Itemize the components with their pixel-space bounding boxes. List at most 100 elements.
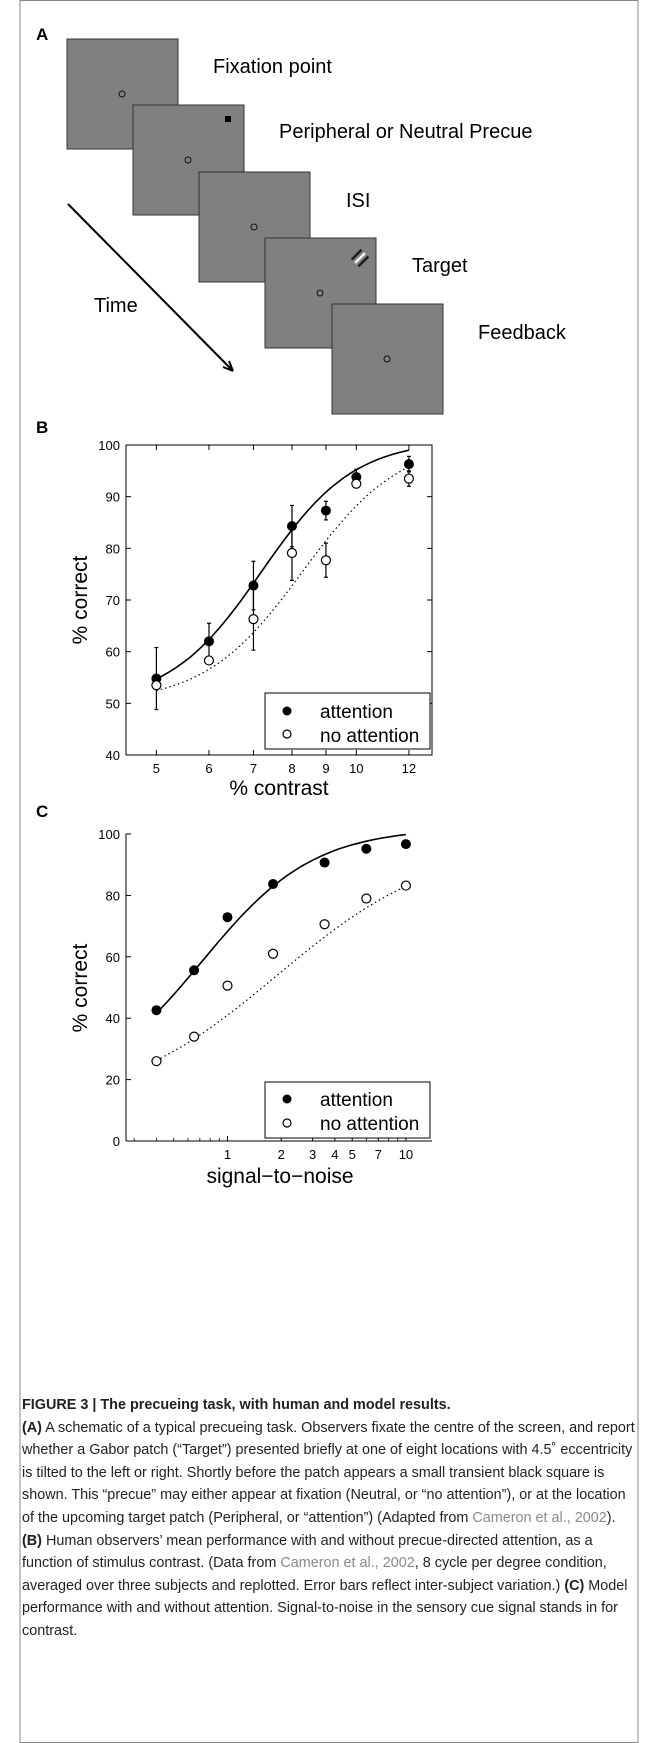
data-point-attention xyxy=(361,843,372,854)
figure-caption: FIGURE 3 | The precueing task, with huma… xyxy=(22,1394,637,1643)
caption-text-a-end: ). xyxy=(606,1509,616,1526)
x-tick-label: 3 xyxy=(309,1147,316,1162)
fixation-dot xyxy=(250,223,258,231)
caption-text-b-end: , 8 cycle per degree condition, averaged… xyxy=(22,1555,607,1594)
data-point-no-attention xyxy=(267,948,279,959)
x-tick-label: 7 xyxy=(250,761,257,776)
legend-label-no-attention: no attention xyxy=(320,726,419,747)
chart-b-xlabel: % contrast xyxy=(229,777,328,800)
data-point-attention xyxy=(203,636,214,647)
caption-text-b: Human observers’ mean performance with a… xyxy=(22,1532,593,1572)
data-point-attention xyxy=(320,505,331,516)
legend-label-attention: attention xyxy=(320,1090,393,1111)
data-point-no-attention xyxy=(361,893,372,904)
panel-c: C 0 20 40 60 80 100 1 2 3 4 5 7 10 % correct signal… xyxy=(36,802,432,1188)
data-point-no-attention xyxy=(400,880,412,891)
caption-reference-link[interactable]: Cameron et al., 2002 xyxy=(472,1509,607,1526)
data-point-no-attention xyxy=(222,980,233,991)
stage-label-target: Target xyxy=(412,255,468,277)
panel-a: A xyxy=(36,25,567,415)
y-tick-label: 40 xyxy=(106,748,120,763)
data-point-no-attention xyxy=(351,478,362,489)
panel-a-label: A xyxy=(36,25,48,44)
caption-heading: FIGURE 3 | The precueing task, with huma… xyxy=(22,1397,451,1413)
data-point-attention xyxy=(286,521,297,532)
caption-text-c: Model performance with and without atten… xyxy=(22,1577,628,1639)
legend-label-no-attention: no attention xyxy=(320,1114,419,1135)
data-point-attention xyxy=(151,1005,162,1016)
y-tick-label: 80 xyxy=(106,888,120,903)
y-tick-label: 20 xyxy=(106,1073,120,1088)
data-point-attention xyxy=(400,839,411,850)
caption-label-a: (A) xyxy=(22,1419,42,1436)
stage-label-precue: Peripheral or Neutral Precue xyxy=(279,121,532,143)
data-point-attention xyxy=(222,912,233,923)
panel-c-label: C xyxy=(36,802,48,821)
stage-label-fixation: Fixation point xyxy=(213,56,332,78)
x-tick-label: 5 xyxy=(153,761,160,776)
x-tick-label: 8 xyxy=(288,761,295,776)
x-tick-label: 2 xyxy=(278,1147,285,1162)
x-tick-label: 5 xyxy=(349,1147,356,1162)
legend-marker-no-attention xyxy=(282,729,292,739)
chart-c-ylabel: % correct xyxy=(69,943,92,1032)
fixation-dot xyxy=(316,289,324,297)
chart-b-error-bars xyxy=(154,455,411,711)
data-point-no-attention xyxy=(248,614,259,625)
x-tick-label: 4 xyxy=(331,1147,338,1162)
chart-b-fit-attention xyxy=(156,449,410,680)
data-point-attention xyxy=(248,580,259,591)
legend-label-attention: attention xyxy=(320,702,393,723)
data-point-no-attention xyxy=(203,655,215,666)
y-tick-label: 100 xyxy=(98,438,120,453)
x-tick-label: 7 xyxy=(375,1147,382,1162)
time-label: Time xyxy=(94,295,138,317)
x-tick-label: 1 xyxy=(224,1147,231,1162)
chart-b-points xyxy=(151,459,415,691)
x-tick-label: 6 xyxy=(205,761,212,776)
precue-square xyxy=(225,116,231,122)
screen-feedback xyxy=(331,303,444,415)
x-tick-label: 9 xyxy=(322,761,329,776)
panel-b: B 40 50 60 70 80 90 100 5 6 7 8 9 10 12 % correct % … xyxy=(36,418,433,800)
x-tick-label: 10 xyxy=(349,761,363,776)
data-point-no-attention xyxy=(151,1056,162,1067)
panel-b-label: B xyxy=(36,418,48,437)
y-tick-label: 50 xyxy=(106,696,120,711)
data-point-no-attention xyxy=(320,555,332,566)
fixation-dot xyxy=(184,156,192,164)
data-point-no-attention xyxy=(151,680,162,691)
y-tick-label: 100 xyxy=(98,827,120,842)
chart-c-points xyxy=(151,839,412,1067)
chart-c-xlabel: signal−to−noise xyxy=(206,1165,353,1188)
chart-b-yticks: 40 50 60 70 80 90 100 xyxy=(98,438,432,763)
y-tick-label: 60 xyxy=(106,950,120,965)
legend-marker-no-attention xyxy=(282,1118,292,1128)
chart-b-fit-no-attention xyxy=(156,466,410,692)
chart-c-fit-no-attention xyxy=(156,885,407,1061)
chart-c-fit-attention xyxy=(155,833,406,1014)
caption-reference-link[interactable]: Cameron et al., 2002 xyxy=(280,1555,415,1572)
fixation-dot xyxy=(383,355,391,363)
chart-c-xticks: 1 2 3 4 5 7 10 xyxy=(133,1136,413,1162)
data-point-no-attention xyxy=(403,473,415,484)
data-point-no-attention xyxy=(319,919,330,930)
data-point-attention xyxy=(268,879,279,890)
chart-b-xticks: 5 6 7 8 9 10 12 xyxy=(153,445,416,776)
caption-text-a: A schematic of a typical precueing task.… xyxy=(22,1419,635,1526)
caption-label-b: (B) xyxy=(22,1532,42,1549)
chart-b-ylabel: % correct xyxy=(69,555,92,644)
data-point-no-attention xyxy=(286,547,298,559)
data-point-attention xyxy=(319,857,330,868)
data-point-no-attention xyxy=(188,1031,200,1042)
data-point-attention xyxy=(403,459,414,470)
x-tick-label: 12 xyxy=(402,761,416,776)
time-arrow xyxy=(67,203,234,372)
y-tick-label: 60 xyxy=(106,645,120,660)
chart-c-legend: attention no attention xyxy=(264,1081,431,1139)
chart-c-yticks: 0 20 40 60 80 100 xyxy=(98,827,131,1149)
y-tick-label: 70 xyxy=(106,593,120,608)
legend-marker-attention xyxy=(282,1094,292,1104)
caption-label-c: (C) xyxy=(564,1577,585,1594)
chart-b-legend: attention no attention xyxy=(264,692,431,750)
